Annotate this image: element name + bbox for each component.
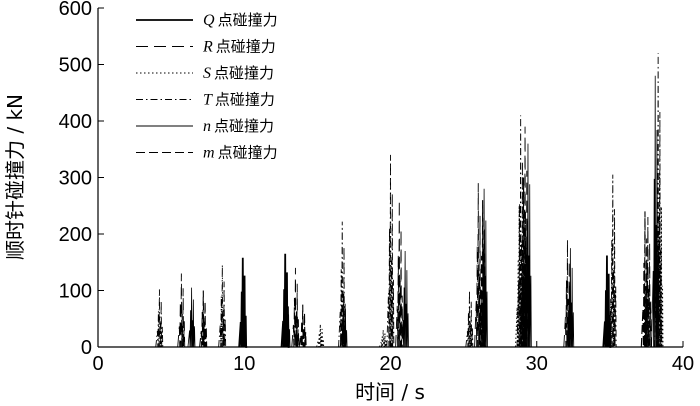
y-tick-label: 0 <box>81 337 92 359</box>
impact-spike <box>608 174 618 348</box>
impact-spike <box>298 304 308 348</box>
impact-spike <box>339 298 349 348</box>
legend-label: T 点碰撞力 <box>203 91 275 109</box>
series-m <box>199 177 650 348</box>
legend-item: Q 点碰撞力 <box>136 11 278 29</box>
y-tick-label: 200 <box>59 224 92 246</box>
impact-spike <box>199 290 208 348</box>
y-axis-label: 顺时针碰撞力 / kN <box>3 94 27 260</box>
x-tick-label: 40 <box>672 353 694 375</box>
impact-spike <box>401 250 410 348</box>
x-tick-label: 10 <box>233 353 255 375</box>
impact-spike <box>379 330 388 348</box>
impact-spike <box>155 289 164 348</box>
impact-spike <box>386 154 395 348</box>
impact-spike <box>602 255 612 348</box>
impact-spike <box>282 296 292 348</box>
y-tick-label: 400 <box>59 111 92 133</box>
impact-spike <box>177 273 186 348</box>
plot-area <box>155 53 664 348</box>
impact-spike <box>218 265 227 348</box>
impact-spike <box>316 324 325 348</box>
impact-spike <box>187 287 196 348</box>
y-tick-label: 600 <box>59 0 92 20</box>
impact-spike <box>640 211 650 348</box>
impact-spike <box>238 257 248 348</box>
impact-spike <box>478 200 488 348</box>
impact-spike <box>291 267 300 348</box>
legend-item: m 点碰撞力 <box>136 144 278 162</box>
impact-spike <box>651 75 660 348</box>
legend-item: T 点碰撞力 <box>136 91 275 109</box>
y-tick-label: 500 <box>59 55 92 77</box>
legend-label: S 点碰撞力 <box>203 64 274 82</box>
legend-item: S 点碰撞力 <box>136 64 274 82</box>
legend: Q 点碰撞力 R 点碰撞力 S 点碰撞力 T 点碰撞力 n 点碰撞力 m 点碰撞力 <box>136 11 278 162</box>
y-tick-label: 100 <box>59 281 92 303</box>
impact-spike <box>395 200 404 348</box>
y-tick-label: 300 <box>59 168 92 190</box>
legend-label: m 点碰撞力 <box>203 144 278 162</box>
legend-label: Q 点碰撞力 <box>203 11 278 29</box>
x-tick-label: 30 <box>526 353 548 375</box>
legend-label: R 点碰撞力 <box>202 38 276 56</box>
legend-item: R 点碰撞力 <box>136 38 276 56</box>
x-tick-label: 20 <box>379 353 401 375</box>
impact-spike <box>465 290 474 348</box>
legend-item: n 点碰撞力 <box>136 117 274 135</box>
legend-label: n 点碰撞力 <box>203 117 274 135</box>
x-axis-label: 时间 / s <box>355 380 425 404</box>
impact-spike <box>519 177 528 348</box>
y-ticks: 0 100 200 300 400 500 600 <box>59 0 104 359</box>
x-tick-label: 0 <box>92 353 103 375</box>
impact-spike <box>566 248 575 348</box>
x-ticks: 0 10 20 30 40 <box>92 341 694 375</box>
